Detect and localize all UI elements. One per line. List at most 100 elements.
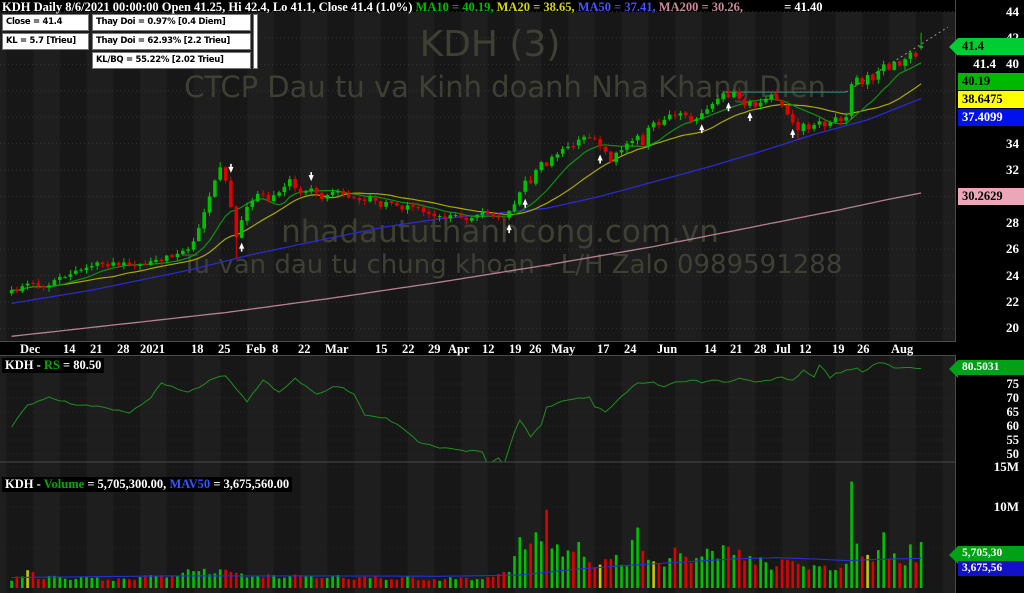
volume-bar (74, 578, 78, 588)
volume-bar (197, 571, 201, 588)
candle (106, 264, 110, 267)
price-tick-44: 44 (1006, 4, 1019, 19)
candle (250, 200, 255, 207)
date-label-14: 14 (63, 342, 76, 356)
candle (812, 125, 816, 129)
volume-bar (186, 569, 190, 588)
price-panel (9, 26, 949, 337)
volume-bar (711, 550, 714, 588)
value-tag-38.6475: 38.6475 (958, 91, 1024, 108)
volume-bar (550, 548, 554, 588)
price-tick-34: 34 (1006, 136, 1019, 151)
volume-bar (593, 568, 597, 588)
volume-bar (293, 574, 297, 588)
volume-bar (481, 579, 484, 588)
volume-bar (63, 578, 67, 588)
candle (395, 202, 399, 206)
volume-bar (839, 567, 843, 588)
volume-bar (861, 556, 864, 588)
date-axis[interactable]: Dec 14 21 28 2021 18 25 Feb 8 22 Mar 15 22 29 Apr 12 19 2… (0, 341, 956, 356)
buy-arrow-icon (747, 112, 753, 122)
volume-bar (534, 532, 538, 588)
volume-bar (37, 579, 40, 588)
candle (908, 52, 913, 59)
value-tag-367556: 3,675,56 (958, 561, 1024, 576)
volume-bar (331, 575, 334, 588)
price-tick-28: 28 (1006, 215, 1019, 230)
volume-bar (577, 542, 580, 588)
vol-label-name: Volume (43, 477, 85, 491)
volume-bar (218, 569, 222, 588)
buy-arrow-icon (239, 242, 245, 252)
candle (58, 276, 62, 280)
candle (443, 216, 447, 219)
volume-bar (598, 564, 602, 588)
candle (47, 285, 51, 288)
candle (732, 92, 736, 98)
vol-label-value: = 3,675,560.00 (210, 477, 290, 491)
volume-bar (786, 559, 789, 588)
candle (774, 94, 779, 101)
volume-bar (277, 578, 281, 588)
volume-bar (518, 537, 522, 588)
date-label-14: 14 (704, 342, 717, 356)
volume-bar (117, 578, 120, 588)
candle (400, 205, 404, 210)
volume-bar (700, 556, 704, 588)
volume-bar (737, 549, 741, 588)
candle (635, 135, 640, 141)
candle (245, 207, 249, 221)
candle (742, 99, 747, 106)
volume-bar (850, 481, 853, 588)
volume-bar (384, 579, 388, 588)
info-box-1[interactable]: Thay Doi = 0.97% [0.4 Diem] (92, 14, 251, 31)
info-box-2[interactable]: KL = 5.7 [Trieu] (2, 33, 89, 50)
date-label-Dec: Dec (20, 342, 41, 356)
candle (555, 154, 560, 158)
volume-bar (903, 565, 907, 588)
rs-tick-70: 70 (1006, 391, 1020, 405)
sell-arrow-icon (308, 172, 314, 182)
volume-bar (877, 550, 880, 588)
info-box-4[interactable]: KL/BQ = 55.22% [2.02 Trieu] (92, 52, 251, 69)
date-label-29: 29 (428, 342, 441, 356)
info-box-0[interactable]: Close = 41.4 (2, 14, 89, 31)
volume-bar (716, 558, 720, 588)
candle (63, 277, 67, 279)
volume-bar (149, 575, 152, 588)
candle (320, 192, 324, 200)
volume-bar (689, 563, 693, 588)
chart-background-stripes (0, 12, 955, 593)
volume-bar (727, 546, 730, 588)
volume-bar (657, 563, 661, 588)
candle (667, 114, 672, 120)
date-label-26: 26 (857, 342, 870, 356)
volume-bar (352, 579, 356, 588)
volume-bar (443, 579, 447, 588)
price-axis-column[interactable]: 444240363432282624222075706560555015M10M… (949, 0, 1024, 593)
candle (389, 201, 394, 203)
candle (892, 61, 897, 70)
date-label-19: 19 (509, 342, 522, 356)
candle (550, 156, 554, 166)
candle (560, 148, 565, 154)
volume-bar (909, 544, 912, 588)
candle (261, 193, 265, 195)
volume-bar (336, 575, 340, 588)
candle (405, 205, 410, 210)
info-box-resize-stub[interactable] (253, 14, 258, 69)
volume-bar (240, 573, 243, 588)
candle (705, 109, 709, 114)
volume-bar (288, 576, 292, 588)
candle (74, 270, 78, 274)
volume-bar (882, 532, 885, 588)
candle (748, 101, 752, 106)
volume-bar (582, 556, 586, 588)
date-label-18: 18 (191, 342, 204, 356)
date-label-Jun: Jun (657, 342, 678, 356)
title-ma-segment-4: = 41.40 (784, 0, 823, 14)
volume-bar (529, 543, 532, 588)
volume-bar (299, 575, 302, 588)
info-box-3[interactable]: Thay Doi = 62.93% [2.2 Trieu] (92, 33, 251, 50)
